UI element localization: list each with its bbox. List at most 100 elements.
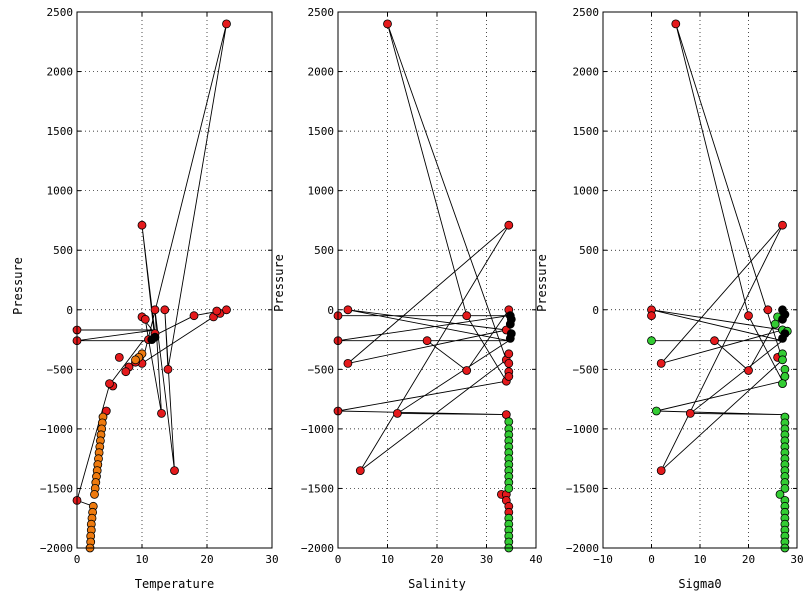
y-tick-label: −1000 xyxy=(566,423,599,436)
y-tick-label: 0 xyxy=(66,304,73,317)
data-point xyxy=(383,19,392,29)
data-point xyxy=(778,333,787,343)
y-tick-label: 0 xyxy=(592,304,599,317)
x-axis-label: Sigma0 xyxy=(678,577,721,591)
y-tick-label: −500 xyxy=(308,363,335,376)
data-point xyxy=(778,379,787,389)
x-tick-label: 0 xyxy=(335,553,342,566)
data-point xyxy=(778,314,787,324)
data-point xyxy=(778,355,787,365)
data-point xyxy=(780,364,790,374)
y-tick-label: 2000 xyxy=(308,66,335,79)
y-tick-label: 500 xyxy=(314,244,334,257)
data-point xyxy=(778,220,787,230)
data-point xyxy=(770,319,780,329)
x-tick-label: 10 xyxy=(381,553,394,566)
data-point xyxy=(222,19,231,29)
data-point xyxy=(462,311,472,321)
data-point xyxy=(355,466,365,476)
y-axis-label: Pressure xyxy=(535,254,549,312)
y-tick-label: −500 xyxy=(573,363,600,376)
y-tick-label: −2000 xyxy=(301,542,334,555)
x-axis-label: Temperature xyxy=(135,577,214,591)
axes-frame xyxy=(76,11,273,549)
data-point xyxy=(392,408,402,418)
y-tick-label: 500 xyxy=(579,244,599,257)
data-point xyxy=(504,358,514,368)
data-point xyxy=(343,358,353,368)
data-point xyxy=(710,336,719,346)
axes-frame xyxy=(602,11,798,549)
data-point xyxy=(763,305,773,315)
x-tick-label: 10 xyxy=(693,553,706,566)
subplot-1: −2000 −1500 −1000 −500 0 500 1000 1500 2000 2500 0… xyxy=(11,6,279,591)
data-point xyxy=(744,311,753,321)
data-point xyxy=(343,305,353,315)
data-point xyxy=(114,352,124,362)
data-point xyxy=(647,336,656,346)
x-tick-label: 40 xyxy=(529,553,542,566)
y-tick-label: 1500 xyxy=(573,125,600,138)
data-point xyxy=(656,466,666,476)
data-point xyxy=(422,336,432,346)
data-point xyxy=(744,366,753,375)
x-tick-label: 30 xyxy=(790,553,803,566)
data-point xyxy=(157,408,166,418)
y-tick-label: −1500 xyxy=(301,482,334,495)
y-tick-label: 1000 xyxy=(308,185,335,198)
x-axis-label: Salinity xyxy=(408,577,466,591)
y-tick-label: 1500 xyxy=(308,125,335,138)
x-tick-label: 30 xyxy=(265,553,278,566)
data-point xyxy=(504,483,514,493)
data-point xyxy=(150,305,160,315)
data-point xyxy=(160,305,170,315)
data-point xyxy=(90,489,99,499)
y-tick-label: 1000 xyxy=(47,185,74,198)
y-tick-label: 2000 xyxy=(573,66,600,79)
data-point xyxy=(131,355,140,365)
data-point xyxy=(222,305,231,315)
data-point xyxy=(121,367,131,377)
data-point xyxy=(504,349,514,359)
y-tick-label: −1000 xyxy=(40,423,73,436)
y-tick-label: 1000 xyxy=(573,185,600,198)
subplot-3: −2000 −1500 −1000 −500 0 500 1000 1500 2000 2500 −… xyxy=(535,6,804,591)
data-point xyxy=(105,379,114,389)
data-point xyxy=(170,466,179,476)
x-tick-label: 0 xyxy=(648,553,655,566)
data-point xyxy=(780,483,790,493)
data-point xyxy=(163,364,173,374)
data-point xyxy=(504,220,514,230)
x-tick-label: −10 xyxy=(593,553,613,566)
y-tick-label: −1500 xyxy=(566,482,599,495)
y-tick-label: −1500 xyxy=(40,482,73,495)
x-tick-label: 20 xyxy=(200,553,213,566)
profile-line xyxy=(337,23,511,471)
data-point xyxy=(504,372,514,381)
data-point xyxy=(647,311,656,321)
data-point xyxy=(147,335,157,345)
y-axis-label: Pressure xyxy=(11,257,25,315)
data-point xyxy=(505,333,515,343)
data-point xyxy=(137,220,147,230)
data-point xyxy=(189,311,199,321)
y-tick-label: 2500 xyxy=(308,6,335,19)
data-point xyxy=(775,489,785,499)
x-tick-label: 20 xyxy=(742,553,755,566)
y-tick-label: −2000 xyxy=(40,542,73,555)
y-tick-label: 2500 xyxy=(573,6,600,19)
x-tick-label: 20 xyxy=(430,553,443,566)
data-point xyxy=(505,319,515,329)
y-tick-label: 2000 xyxy=(47,66,74,79)
y-axis-label: Pressure xyxy=(272,254,286,312)
x-tick-label: 10 xyxy=(135,553,148,566)
y-tick-label: −2000 xyxy=(566,542,599,555)
y-tick-label: 500 xyxy=(53,244,73,257)
data-point xyxy=(212,306,222,316)
data-point xyxy=(656,358,666,368)
y-tick-label: 0 xyxy=(327,304,334,317)
data-point xyxy=(462,366,472,375)
x-tick-label: 0 xyxy=(74,553,81,566)
data-point xyxy=(685,408,695,418)
